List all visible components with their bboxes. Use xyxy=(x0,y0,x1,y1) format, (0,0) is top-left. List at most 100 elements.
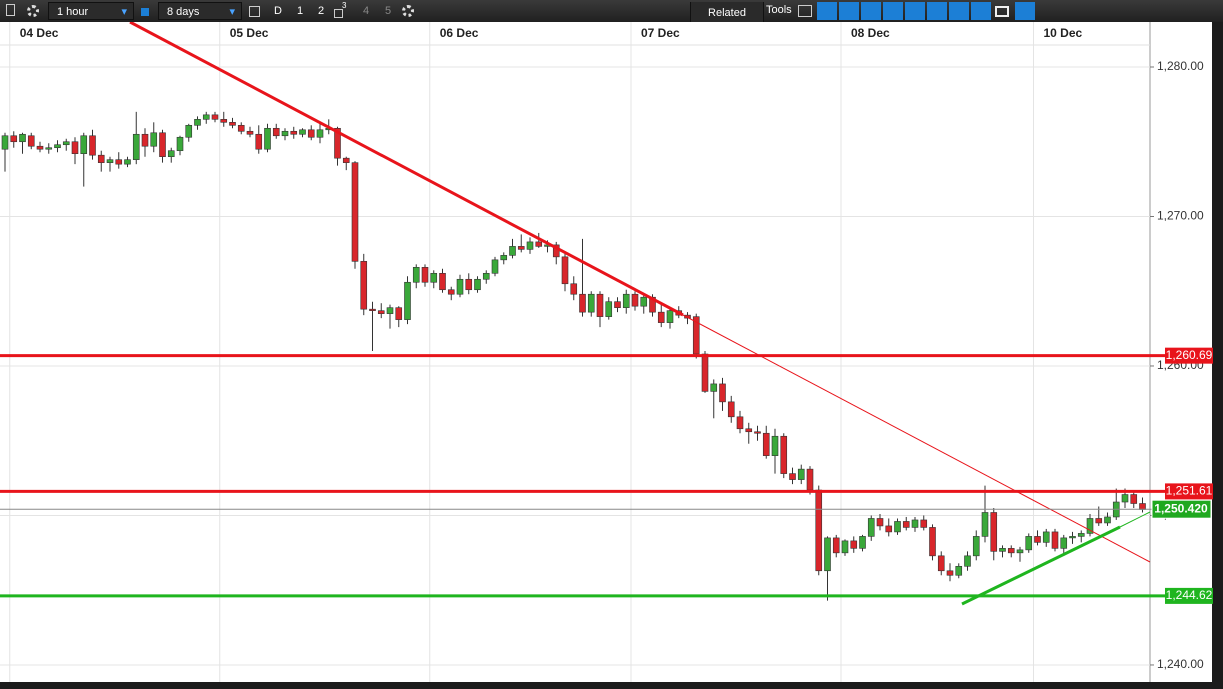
candle-body xyxy=(911,519,919,528)
x-tick-label: 04 Dec xyxy=(20,26,59,40)
candle-body xyxy=(1034,536,1041,543)
settings-icon[interactable] xyxy=(402,5,414,17)
candle-body xyxy=(159,132,166,157)
related-button[interactable]: Related xyxy=(690,2,764,22)
candle-body xyxy=(71,141,79,155)
candle-body xyxy=(745,428,753,433)
period-button[interactable]: 1 xyxy=(297,5,304,17)
candle-body xyxy=(185,124,193,138)
candle-body xyxy=(1130,494,1138,504)
tool-icon[interactable] xyxy=(798,5,812,17)
layout-icon[interactable] xyxy=(334,9,343,18)
candle-body xyxy=(1016,549,1024,554)
candle-body xyxy=(876,518,884,527)
candle-body xyxy=(176,136,184,152)
tool-icon[interactable] xyxy=(883,2,903,20)
x-tick-label: 07 Dec xyxy=(641,26,680,40)
candle-body xyxy=(561,256,569,285)
range-select[interactable]: 8 days ▾ xyxy=(158,2,242,20)
candle-body xyxy=(631,293,639,307)
trend-line xyxy=(961,525,1121,606)
lock-icon[interactable] xyxy=(141,8,149,16)
calendar-icon[interactable] xyxy=(249,6,260,17)
candle-body xyxy=(369,308,376,311)
period-button[interactable]: 5 xyxy=(385,5,392,17)
candle-body xyxy=(937,555,945,572)
badge: 3 xyxy=(342,1,347,10)
candle-body xyxy=(482,272,490,280)
candle-body xyxy=(692,316,700,355)
tool-icon[interactable] xyxy=(839,2,859,20)
print-icon[interactable] xyxy=(995,6,1009,17)
candle-body xyxy=(789,473,796,480)
candle-body xyxy=(334,127,341,159)
level-tag xyxy=(1165,483,1213,500)
candle-body xyxy=(1086,518,1094,534)
candle-body xyxy=(894,521,901,533)
candle-body xyxy=(115,159,123,165)
candle-body xyxy=(106,159,114,163)
candle-body xyxy=(10,135,18,143)
candle-body xyxy=(395,307,403,320)
period-button[interactable]: 2 xyxy=(318,5,325,17)
candle-body xyxy=(815,489,823,572)
candle-body xyxy=(885,525,893,533)
candle-body xyxy=(255,133,263,150)
plot-background xyxy=(0,22,1212,682)
tool-icon[interactable] xyxy=(861,2,881,20)
tool-icon[interactable] xyxy=(971,2,991,20)
candle-body xyxy=(1,135,9,150)
candle-body xyxy=(780,435,788,474)
candle-body xyxy=(535,241,543,247)
period-button[interactable]: 4 xyxy=(363,5,370,17)
candle-body xyxy=(614,301,621,308)
candle-body xyxy=(1051,531,1059,549)
candle-body xyxy=(491,259,499,274)
candle-body xyxy=(386,307,394,314)
interval: 1 hour xyxy=(57,6,89,18)
candle-body xyxy=(141,133,149,147)
menu-icon[interactable] xyxy=(6,4,15,16)
candle-body xyxy=(1007,548,1015,554)
candle-body xyxy=(640,296,648,307)
candle-body xyxy=(465,278,473,291)
tool-icon[interactable] xyxy=(949,2,969,20)
candle-body xyxy=(220,119,228,123)
tool-icon[interactable] xyxy=(817,2,837,20)
candle-body xyxy=(447,289,455,295)
level-label: 1,260.69 xyxy=(1166,348,1213,362)
last-price-label: 1,250.420 xyxy=(1154,501,1208,515)
candle-body xyxy=(264,127,271,150)
candle-body xyxy=(657,311,665,323)
toolbar: 1 hour ▾ 8 days ▾ D 1 2 3 4 5 Related Tool… xyxy=(0,0,1223,22)
tool-icon[interactable] xyxy=(905,2,925,20)
candle-body xyxy=(736,416,744,430)
candle-body xyxy=(132,133,140,160)
chart: 1,240.001,250.001,260.001,270.001,280.00… xyxy=(0,22,1223,689)
candle-body xyxy=(80,135,88,155)
candle-body xyxy=(929,527,936,557)
candle-body xyxy=(316,129,324,138)
tool-icon[interactable] xyxy=(1015,2,1035,20)
candle-body xyxy=(237,124,245,132)
candle-body xyxy=(1095,518,1103,524)
interval-select[interactable]: 1 hour ▾ xyxy=(48,2,134,20)
x-tick-label: 10 Dec xyxy=(1044,26,1083,40)
period-button[interactable]: D xyxy=(274,5,282,17)
settings-icon[interactable] xyxy=(27,5,39,17)
candle-body xyxy=(797,468,805,480)
x-tick-label: 08 Dec xyxy=(851,26,890,40)
candle-body xyxy=(62,141,70,146)
x-tick-label: 06 Dec xyxy=(440,26,479,40)
candle-body xyxy=(587,293,595,313)
candle-body xyxy=(1139,503,1146,510)
candle-body xyxy=(701,353,709,392)
candle-body xyxy=(1060,537,1068,549)
tool-icon[interactable] xyxy=(927,2,947,20)
candle-body xyxy=(1121,494,1129,503)
y-tick-label: 1,280.00 xyxy=(1157,59,1204,73)
candle-body xyxy=(54,144,61,149)
candle-body xyxy=(36,145,44,150)
candle-body xyxy=(517,246,525,250)
candle-body xyxy=(299,129,306,135)
